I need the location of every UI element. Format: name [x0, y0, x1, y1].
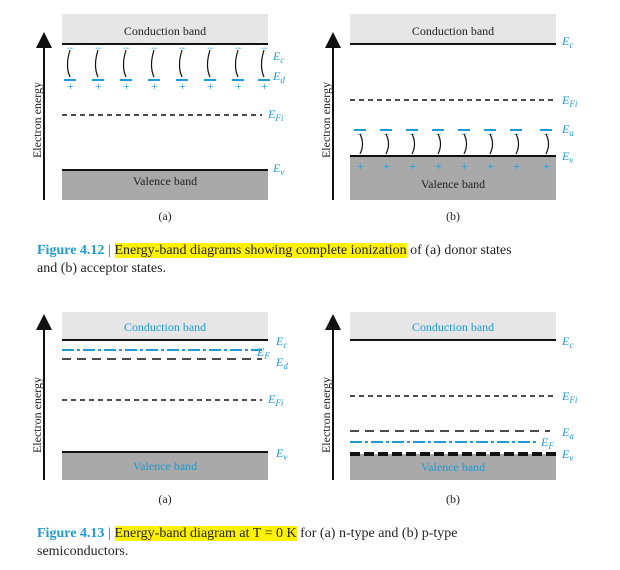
caption-text: of (a) donor states: [406, 243, 512, 258]
ionized-donor-plus: +: [235, 79, 242, 93]
figure-label: Figure 4.13 |: [37, 526, 115, 541]
conduction-band-label: Conduction band: [412, 320, 494, 334]
ionized-donor-plus: +: [67, 79, 74, 93]
ev-label: Ev: [561, 149, 573, 165]
ionized-donor-plus: +: [95, 79, 102, 93]
electron-minus: −: [95, 41, 102, 55]
conduction-band-region: [350, 14, 556, 44]
ev-label: Ev: [275, 446, 287, 462]
ed-label: Ed: [275, 355, 288, 371]
efi-label: EFi: [267, 107, 284, 123]
valence-band-label: Valence band: [133, 459, 197, 473]
hole-plus: +: [435, 159, 442, 173]
ionization-arrow: [545, 133, 550, 155]
ionized-donor-plus: +: [123, 79, 130, 93]
figure-label: Figure 4.12 |: [37, 243, 115, 258]
ionization-arrow: [150, 49, 155, 78]
ea-label: Ea: [561, 122, 574, 138]
hole-plus: +: [513, 159, 520, 173]
caption-text-line2: and (b) acceptor states.: [37, 261, 167, 276]
figure-412-caption: Figure 4.12 | Energy-band diagrams showi…: [37, 242, 597, 278]
fig413-panel-b: Conduction band Valence band Ec EFi Ea E…: [319, 312, 578, 506]
caption-text-line2: semiconductors.: [37, 544, 129, 559]
ionized-donor-plus: +: [207, 79, 214, 93]
caption-text: for (a) n-type and (b) p-type: [296, 526, 458, 541]
panel-tag: (a): [158, 209, 171, 223]
caption-highlight: Energy-band diagrams showing complete io…: [114, 243, 407, 258]
hole-plus: +: [357, 159, 364, 173]
conduction-band-region: [62, 312, 268, 340]
fig413-panel-a: Conduction band Valence band Ec EF Ed EF…: [30, 312, 288, 506]
conduction-band-region: [62, 14, 268, 44]
electron-minus: −: [67, 41, 74, 55]
figure-413-caption: Figure 4.13 | Energy-band diagram at T =…: [37, 525, 597, 561]
conduction-band-region: [350, 312, 556, 340]
hole-plus: +: [409, 159, 416, 173]
electron-minus: −: [235, 41, 242, 55]
ionization-arrow: [66, 49, 71, 78]
valence-band-label: Valence band: [133, 174, 197, 188]
efi-label: EFi: [561, 389, 578, 405]
valence-band-region: [350, 454, 556, 480]
energy-axis-label: Electron energy: [30, 82, 44, 158]
efi-label: EFi: [267, 392, 284, 408]
ionization-arrow: [234, 49, 239, 78]
ed-label: Ed: [272, 69, 285, 85]
ionization-arrow: [260, 49, 265, 78]
valence-band-label: Valence band: [421, 460, 485, 474]
efi-label: EFi: [561, 93, 578, 109]
ionized-donor-plus: +: [261, 79, 268, 93]
hole-plus: +: [487, 159, 494, 173]
ionization-arrow: [411, 133, 416, 155]
ionization-arrow: [359, 133, 364, 155]
donor-levels: − + − + − + − + − + − + − + − +: [64, 41, 270, 93]
valence-band-region: [350, 156, 556, 200]
acceptor-levels: −+−+−+−+−+−+−+−+: [354, 127, 552, 173]
valence-band-label: Valence band: [421, 177, 485, 191]
electron-minus: −: [261, 41, 268, 55]
ea-label: Ea: [561, 425, 574, 441]
energy-axis-label: Electron energy: [319, 82, 333, 158]
hole-plus: +: [543, 159, 550, 173]
ev-label: Ev: [561, 447, 573, 463]
electron-minus: −: [207, 41, 214, 55]
ionization-arrow: [206, 49, 211, 78]
ionization-arrow: [94, 49, 99, 78]
electron-minus: −: [179, 41, 186, 55]
electron-minus: −: [123, 41, 130, 55]
fig412-panel-b: −+−+−+−+−+−+−+−+ Conduction band Valence…: [319, 14, 578, 223]
valence-band-region: [62, 452, 268, 480]
ionization-arrow: [178, 49, 183, 78]
ionization-arrow: [489, 133, 494, 155]
conduction-band-label: Conduction band: [412, 24, 494, 38]
hole-plus: +: [383, 159, 390, 173]
ec-label: Ec: [272, 49, 284, 65]
ionization-arrow: [122, 49, 127, 78]
ef-label: EF: [540, 435, 554, 451]
hole-plus: +: [461, 159, 468, 173]
ionized-donor-plus: +: [179, 79, 186, 93]
fig412-panel-a: − + − + − + − + − + − + − + − + Conduction band Valence…: [30, 14, 285, 223]
panel-tag: (b): [446, 209, 460, 223]
ec-label: Ec: [561, 334, 573, 350]
ionized-donor-plus: +: [151, 79, 158, 93]
electron-minus: −: [151, 41, 158, 55]
energy-axis-label: Electron energy: [30, 377, 44, 453]
ec-label: Ec: [561, 34, 573, 50]
ionization-arrow: [385, 133, 390, 155]
ec-label: Ec: [275, 334, 287, 350]
ionization-arrow: [515, 133, 520, 155]
ev-label: Ev: [272, 161, 284, 177]
panel-tag: (b): [446, 492, 460, 506]
ionization-arrow: [463, 133, 468, 155]
ionization-arrow: [437, 133, 442, 155]
energy-axis-label: Electron energy: [319, 377, 333, 453]
conduction-band-label: Conduction band: [124, 320, 206, 334]
valence-band-region: [62, 170, 268, 200]
ef-label: EF: [256, 345, 270, 361]
panel-tag: (a): [158, 492, 171, 506]
caption-highlight: Energy-band diagram at T = 0 K: [114, 526, 297, 541]
conduction-band-label: Conduction band: [124, 24, 206, 38]
